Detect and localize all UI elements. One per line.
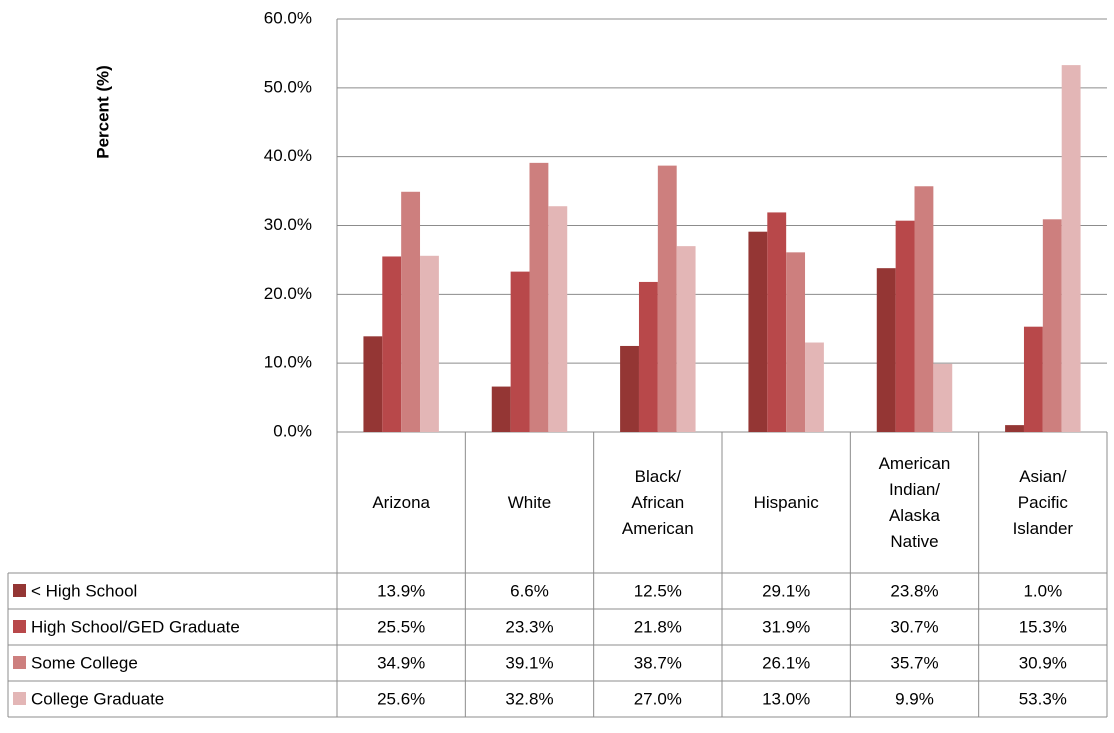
bar (401, 191, 421, 432)
x-tick-label: Arizona (372, 492, 430, 512)
table-value: 38.7% (634, 653, 682, 672)
table-value: 31.9% (762, 617, 810, 636)
bar (1061, 65, 1081, 432)
x-tick-label: Black/ African American (621, 466, 694, 538)
legend-label: Some College (31, 653, 138, 672)
table-value: 21.8% (634, 617, 682, 636)
table-value: 15.3% (1019, 617, 1067, 636)
x-tick-label: American Indian/ Alaska Native (878, 453, 951, 551)
bar (1005, 425, 1024, 432)
bar (933, 363, 953, 432)
table-value: 32.8% (505, 689, 553, 708)
legend-label: High School/GED Graduate (31, 617, 240, 636)
bar (382, 256, 402, 432)
bar (420, 255, 439, 432)
table-value: 30.7% (890, 617, 938, 636)
x-tick-label: Hispanic (753, 492, 819, 512)
y-tick-label: 50.0% (264, 77, 312, 96)
y-tick-label: 20.0% (264, 284, 312, 303)
table-value: 39.1% (505, 653, 553, 672)
bar (748, 231, 768, 432)
y-tick-label: 10.0% (264, 353, 312, 372)
table-value: 35.7% (890, 653, 938, 672)
bar (548, 206, 568, 432)
legend-swatch (13, 584, 26, 597)
legend-swatch (13, 656, 26, 669)
y-tick-label: 30.0% (264, 215, 312, 234)
bar (767, 212, 787, 432)
bar (876, 268, 896, 432)
bar (676, 246, 696, 432)
legend-swatch (13, 620, 26, 633)
x-tick-label: White (507, 492, 552, 512)
legend-swatch (13, 692, 26, 705)
bar (363, 336, 383, 432)
y-tick-label: 60.0% (264, 8, 312, 27)
table-value: 25.5% (377, 617, 425, 636)
y-tick-label: 0.0% (273, 421, 312, 440)
table-value: 30.9% (1019, 653, 1067, 672)
bar (1042, 219, 1062, 432)
table-value: 23.3% (505, 617, 553, 636)
table-value: 29.1% (762, 581, 810, 600)
table-value: 26.1% (762, 653, 810, 672)
bar (529, 162, 549, 432)
y-tick-label: 40.0% (264, 146, 312, 165)
table-value: 25.6% (377, 689, 425, 708)
bar (1023, 326, 1043, 432)
table-value: 23.8% (890, 581, 938, 600)
table-value: 13.0% (762, 689, 810, 708)
table-value: 12.5% (634, 581, 682, 600)
bar (620, 345, 639, 432)
y-axis-label: Percent (%) (93, 65, 112, 159)
legend-label: College Graduate (31, 689, 164, 708)
bar (657, 165, 677, 433)
bar (638, 281, 658, 432)
table-value: 9.9% (895, 689, 934, 708)
bar (805, 342, 824, 432)
table-value: 53.3% (1019, 689, 1067, 708)
table-value: 1.0% (1023, 581, 1062, 600)
table-value: 13.9% (377, 581, 425, 600)
bar (786, 252, 806, 432)
bar (491, 386, 511, 432)
bar (510, 271, 530, 432)
table-value: 27.0% (634, 689, 682, 708)
table-value: 6.6% (510, 581, 549, 600)
x-tick-label: Asian/ Pacific Islander (1012, 466, 1074, 538)
bar (895, 220, 915, 432)
legend-label: < High School (31, 581, 137, 600)
table-value: 34.9% (377, 653, 425, 672)
bar (914, 186, 934, 432)
